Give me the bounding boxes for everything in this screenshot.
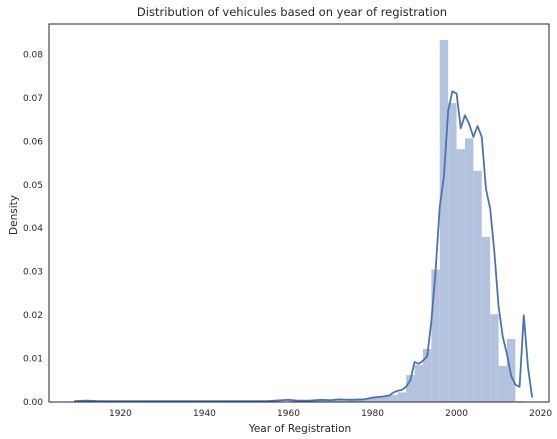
x-tick-label: 2020 [529, 409, 552, 419]
y-tick-label: 0.08 [23, 50, 43, 60]
x-axis-label: Year of Registration [248, 423, 351, 435]
x-axis-ticks: 1920 1940 1960 1980 2000 2020 [109, 409, 552, 419]
histogram-bar [498, 365, 507, 402]
y-axis-ticks: 0.00 0.01 0.02 0.03 0.04 0.05 0.06 0.07 0.08 [23, 50, 43, 408]
x-tick-label: 1940 [193, 409, 216, 419]
histogram-bar [313, 400, 323, 402]
histogram-bar [439, 40, 449, 402]
histogram-bar [414, 365, 423, 402]
y-tick-label: 0.05 [23, 181, 43, 191]
histogram-bar [364, 398, 373, 402]
y-axis-label: Density [8, 195, 20, 235]
histogram-bar [397, 392, 407, 402]
histogram-bar [473, 170, 482, 402]
histogram-bar [380, 395, 390, 402]
histogram-bar [389, 395, 398, 402]
histogram-bar [422, 348, 432, 402]
histogram-bar [464, 138, 474, 402]
y-tick-label: 0.01 [23, 355, 43, 365]
histogram-bar [372, 396, 381, 402]
histogram-bar [456, 149, 465, 402]
histogram-bar [406, 375, 415, 402]
y-tick-label: 0.07 [23, 94, 43, 104]
plot-frame [48, 23, 550, 403]
histogram-bar [338, 399, 348, 402]
histogram-bar [431, 269, 440, 402]
x-tick-label: 2000 [445, 409, 468, 419]
histogram-bar [481, 236, 491, 402]
histogram-bar [490, 314, 499, 402]
x-tick-label: 1960 [277, 409, 300, 419]
histogram-bar [506, 339, 516, 402]
y-tick-label: 0.04 [23, 224, 43, 234]
y-tick-label: 0.03 [23, 268, 43, 278]
histogram-bar [448, 103, 457, 402]
kde-curve [74, 90, 534, 403]
x-tick-label: 1980 [361, 409, 384, 419]
chart-title: Distribution of vehicules based on year … [137, 5, 447, 19]
y-tick-label: 0.06 [23, 137, 43, 147]
x-tick-label: 1920 [109, 409, 132, 419]
y-tick-label: 0.00 [23, 398, 43, 408]
y-tick-label: 0.02 [23, 311, 43, 321]
